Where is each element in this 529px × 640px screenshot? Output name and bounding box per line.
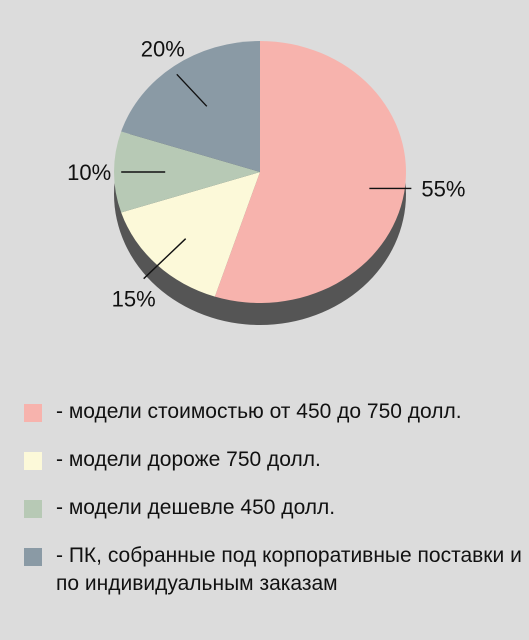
pie-slice-custom-pc: [121, 41, 261, 172]
pie-label-over-750: 15%: [112, 287, 156, 312]
legend-label-custom-pc: - ПК, собранные под корпоративные постав…: [56, 544, 522, 595]
legend-item-custom-pc: - ПК, собранные под корпоративные постав…: [22, 542, 522, 598]
legend-label-over-750: - модели дороже 750 долл.: [56, 448, 321, 471]
chart-legend: - модели стоимостью от 450 до 750 долл. …: [22, 398, 522, 598]
legend-label-under-450: - модели дешевле 450 долл.: [56, 496, 336, 519]
legend-item-450-750: - модели стоимостью от 450 до 750 долл.: [22, 398, 522, 426]
leader-line-over-750: [143, 238, 187, 280]
legend-item-under-450: - модели дешевле 450 долл.: [22, 494, 522, 522]
pie-label-under-450: 10%: [67, 160, 111, 185]
legend-swatch-450-750: [24, 404, 42, 422]
legend-swatch-over-750: [24, 452, 42, 470]
pie-label-450-750: 55%: [421, 176, 465, 201]
pie-leader-lines: [121, 73, 412, 280]
pie-chart: 55% 15% 10% 20%: [67, 36, 465, 325]
legend-label-450-750: - модели стоимостью от 450 до 750 долл.: [56, 400, 462, 423]
pie-slice-under-450: [114, 131, 260, 213]
pie-slice-over-750: [121, 172, 261, 297]
pie-slice-450-750: [214, 41, 406, 303]
pie-slices: [114, 41, 406, 303]
legend-swatch-custom-pc: [24, 548, 42, 566]
legend-item-over-750: - модели дороже 750 долл.: [22, 446, 522, 474]
leader-line-custom-pc: [176, 73, 208, 107]
pie-percent-labels: 55% 15% 10% 20%: [67, 36, 465, 311]
legend-swatch-under-450: [24, 500, 42, 518]
pie-label-custom-pc: 20%: [141, 36, 185, 61]
